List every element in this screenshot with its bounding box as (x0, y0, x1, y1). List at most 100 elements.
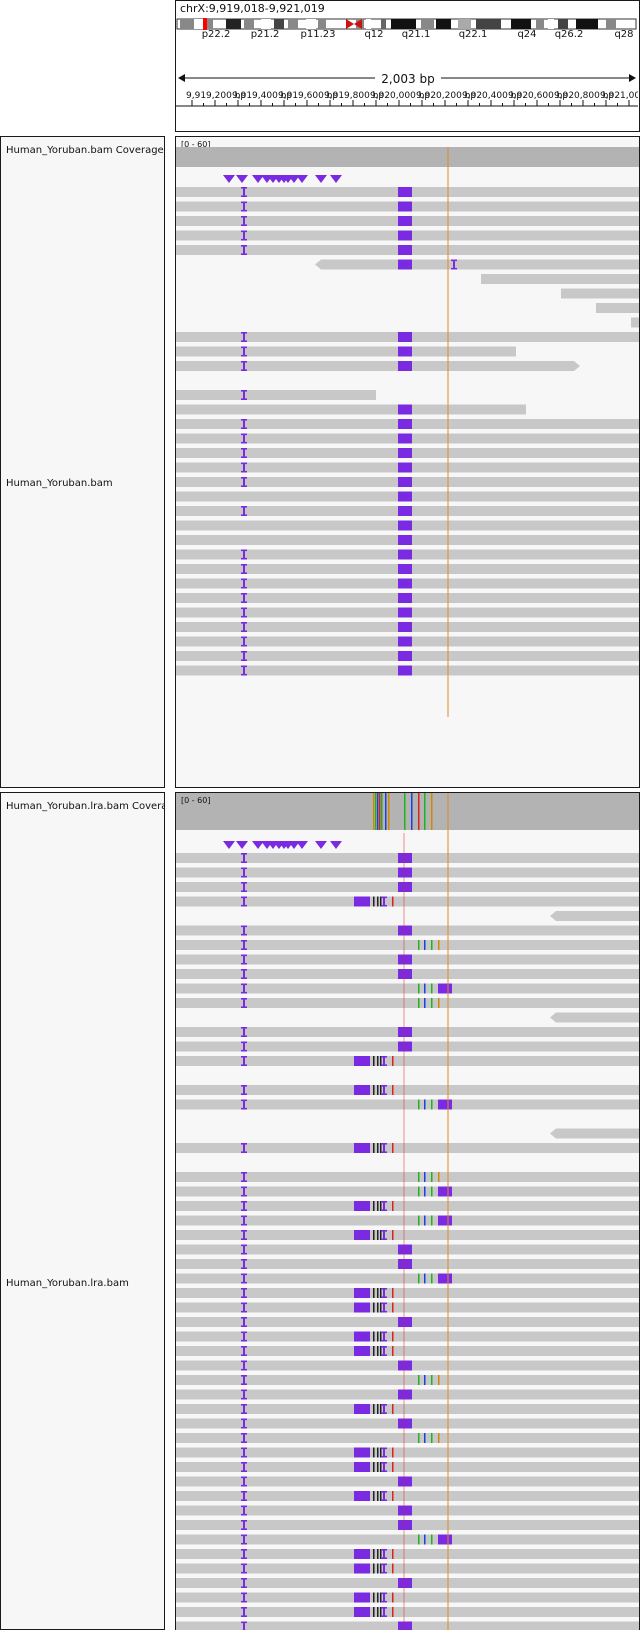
insertion-block (398, 230, 412, 241)
insertion-cap (241, 607, 247, 610)
insertion-cap (241, 572, 247, 574)
insertion-marker (236, 175, 248, 183)
deletion-mark (380, 896, 382, 907)
insertion-cap (241, 1476, 247, 1479)
insertion (383, 1302, 385, 1313)
coverage-mismatch (381, 793, 383, 830)
mismatch (392, 1447, 394, 1458)
insertion-cap (241, 224, 247, 226)
insertion (243, 896, 245, 907)
insertion-cap (241, 1470, 247, 1472)
lra-track-canvas[interactable] (176, 793, 639, 1630)
lra-coverage-track-name[interactable]: Human_Yoruban.lra.bam Coverage (6, 801, 164, 812)
cytoband-label: q21.1 (402, 29, 431, 40)
insertion-block (398, 1389, 412, 1400)
insertion (243, 1331, 245, 1342)
deletion-mark (380, 1056, 382, 1066)
deletion-mark (377, 1447, 379, 1458)
coverage-mismatch (379, 793, 381, 830)
insertion (383, 1607, 385, 1617)
chromosome-ideogram[interactable] (176, 15, 638, 30)
cytoband (274, 19, 284, 29)
insertion-cap (381, 1557, 387, 1559)
insertion (243, 1621, 245, 1630)
insertion-cap (241, 1513, 247, 1516)
mismatch (392, 1491, 394, 1501)
cytoband (391, 19, 416, 29)
insertion-cap (241, 1484, 247, 1487)
insertion (243, 506, 245, 516)
insertion (243, 1534, 245, 1545)
read (631, 317, 639, 328)
insertion (243, 1404, 245, 1414)
insertion (243, 1476, 245, 1487)
read-arrow (550, 911, 556, 921)
insertion-marker (288, 841, 300, 849)
bam-track-name[interactable]: Human_Yoruban.bam (6, 478, 113, 489)
insertion-cap (241, 354, 247, 357)
coverage-mismatch (418, 793, 420, 830)
insertion-cap (241, 195, 247, 197)
insertion-cap (381, 1447, 387, 1450)
mismatch (431, 998, 433, 1008)
deletion-mark (377, 1230, 379, 1240)
insertion-cap (241, 601, 247, 603)
insertion (243, 1360, 245, 1371)
insertion-block (438, 1273, 452, 1284)
insertion-cap (241, 361, 247, 363)
mismatch (418, 1433, 420, 1443)
insertion-cap (241, 630, 247, 632)
insertion-cap (241, 549, 247, 552)
read-arrow (574, 361, 580, 371)
insertion-cap (381, 1296, 387, 1298)
insertion (243, 1259, 245, 1269)
insertion (243, 564, 245, 574)
insertion-cap (451, 267, 457, 270)
insertion (383, 1085, 385, 1095)
coverage-mismatch (373, 793, 375, 830)
insertion-cap (241, 673, 247, 676)
insertion-marker (315, 175, 327, 183)
insertion (243, 983, 245, 994)
lra-track-name[interactable]: Human_Yoruban.lra.bam (6, 1278, 129, 1289)
ruler-tick-label: 9,919,800 bp (324, 91, 384, 101)
insertion (243, 1389, 245, 1400)
cytoband-label: p22.2 (202, 29, 231, 40)
insertion (243, 853, 245, 863)
insertion-block (398, 607, 412, 618)
cytoband (244, 19, 254, 29)
insertion-cap (241, 954, 247, 957)
insertion (243, 462, 245, 473)
insertion-block (398, 201, 412, 212)
genomic-ruler[interactable]: 2,003 bp 9,919,200 bp9,919,400 bp9,919,60… (176, 60, 638, 120)
cytoband (606, 19, 616, 29)
insertion-cap (241, 962, 247, 965)
bam-coverage-track-name[interactable]: Human_Yoruban.bam Coverage (6, 145, 164, 156)
insertion-cap (241, 340, 247, 342)
mismatch (418, 1375, 420, 1385)
insertion (243, 1215, 245, 1226)
insertion-cap (241, 201, 247, 204)
insertion-cap (241, 1563, 247, 1566)
read (561, 288, 639, 299)
insertion-block (398, 1027, 412, 1037)
deletion-mark (377, 1462, 379, 1472)
coverage-mismatch (375, 793, 377, 830)
mismatch (392, 1143, 394, 1153)
insertion-block (398, 882, 412, 892)
insertion-cap (241, 1223, 247, 1226)
insertion (243, 1346, 245, 1356)
insertion (243, 1563, 245, 1574)
deletion-mark (373, 1288, 375, 1298)
coverage-mismatch (411, 793, 413, 830)
insertion-cap (381, 1209, 387, 1211)
deletion-mark (377, 1143, 379, 1153)
deletion-mark (377, 1302, 379, 1313)
insertion-cap (381, 1093, 387, 1095)
bam-track-canvas[interactable] (176, 137, 639, 787)
coverage-mismatch (404, 793, 406, 830)
cytoband (366, 19, 371, 29)
insertion-block (398, 346, 412, 357)
deletion-mark (373, 1404, 375, 1414)
insertion-block (354, 1056, 370, 1066)
